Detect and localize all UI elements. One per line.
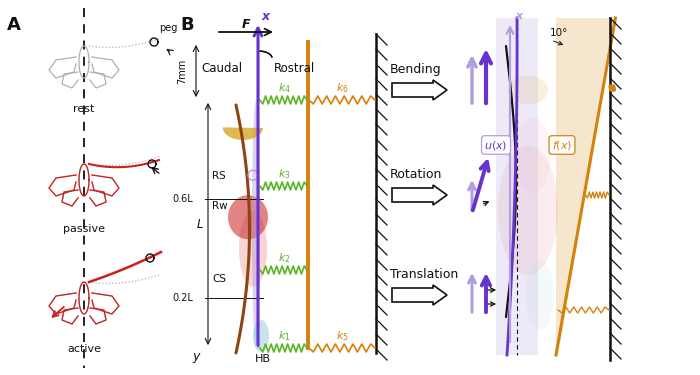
Text: Bending: Bending: [390, 63, 442, 76]
Polygon shape: [252, 100, 260, 348]
FancyArrow shape: [392, 285, 447, 305]
FancyArrow shape: [392, 80, 447, 100]
Polygon shape: [498, 145, 558, 275]
Text: active: active: [67, 344, 101, 354]
Text: HB: HB: [255, 354, 271, 364]
Text: $k_3$: $k_3$: [278, 167, 290, 181]
Polygon shape: [515, 117, 551, 193]
Polygon shape: [228, 195, 268, 239]
Text: 0.6L: 0.6L: [172, 194, 193, 204]
Text: 10°: 10°: [550, 28, 568, 38]
Polygon shape: [508, 76, 548, 104]
Text: A: A: [7, 16, 21, 34]
Text: Rostral: Rostral: [274, 62, 315, 75]
Text: $k_2$: $k_2$: [278, 251, 290, 265]
Polygon shape: [526, 260, 554, 330]
Text: x: x: [515, 11, 522, 21]
Text: $f(x)$: $f(x)$: [552, 138, 572, 152]
Text: passive: passive: [63, 224, 105, 234]
Polygon shape: [496, 18, 538, 355]
Text: $k_1$: $k_1$: [278, 329, 290, 343]
Text: Translation: Translation: [390, 268, 458, 281]
Text: $k_5$: $k_5$: [336, 329, 349, 343]
Text: 7mm: 7mm: [177, 58, 187, 84]
Text: 0.2L: 0.2L: [172, 293, 193, 303]
Polygon shape: [239, 211, 267, 287]
Polygon shape: [253, 320, 269, 352]
FancyArrow shape: [392, 185, 447, 205]
Text: RS: RS: [212, 171, 225, 181]
Text: $k_6$: $k_6$: [335, 81, 349, 95]
Text: Rotation: Rotation: [390, 168, 442, 181]
Text: $k_4$: $k_4$: [277, 81, 290, 95]
Text: y: y: [193, 350, 200, 363]
Text: $u(x)$: $u(x)$: [484, 138, 508, 152]
Polygon shape: [556, 18, 615, 355]
Text: x: x: [262, 10, 270, 23]
Text: B: B: [180, 16, 194, 34]
Text: F: F: [241, 18, 251, 31]
Text: Rw: Rw: [212, 201, 228, 211]
Polygon shape: [223, 128, 263, 140]
Text: peg: peg: [159, 23, 177, 33]
Text: Caudal: Caudal: [201, 62, 242, 75]
Text: rest: rest: [74, 104, 95, 114]
Text: L: L: [197, 217, 203, 231]
Text: CS: CS: [212, 274, 226, 284]
